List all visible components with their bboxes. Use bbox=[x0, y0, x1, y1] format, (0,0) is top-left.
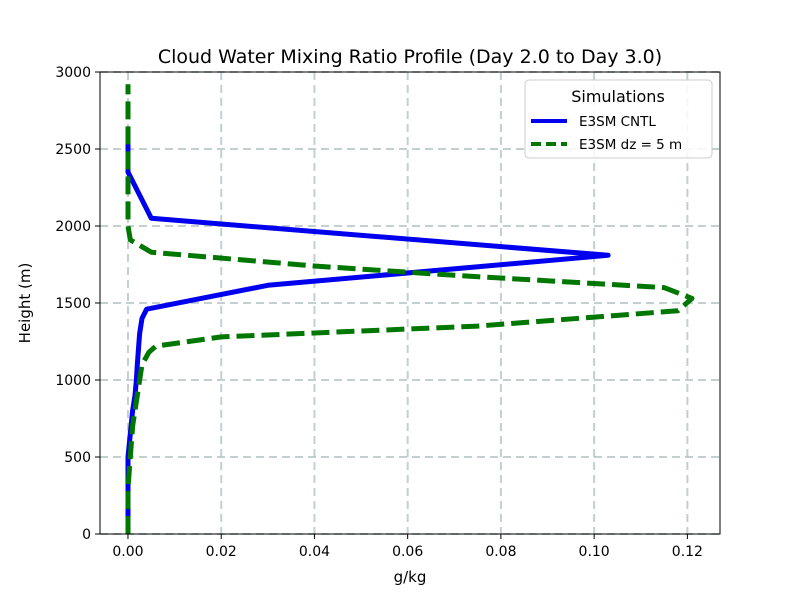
y-tick-label: 0 bbox=[82, 527, 91, 543]
series-line-0 bbox=[125, 133, 611, 534]
x-tick-label: 0.08 bbox=[485, 544, 516, 560]
y-tick-label: 2000 bbox=[55, 219, 91, 235]
legend-label-e3sm-dz5: E3SM dz = 5 m bbox=[579, 137, 682, 153]
series-layer bbox=[125, 84, 695, 534]
chart-title: Cloud Water Mixing Ratio Profile (Day 2.… bbox=[158, 46, 662, 68]
x-tick-label: 0.12 bbox=[672, 544, 703, 560]
x-axis-label: g/kg bbox=[394, 568, 427, 586]
y-tick-label: 3000 bbox=[55, 65, 91, 81]
legend-box bbox=[524, 79, 713, 159]
legend-title: Simulations bbox=[571, 87, 665, 106]
tick-layer: 0.00 0.02 0.04 0.06 0.08 0.10 0.12 0 500 1000 1500… bbox=[55, 65, 703, 560]
y-tick-label: 1000 bbox=[55, 373, 91, 389]
legend: Simulations E3SM CNTL E3SM dz = 5 m bbox=[524, 79, 713, 159]
y-tick-label: 2500 bbox=[55, 142, 91, 158]
x-tick-label: 0.06 bbox=[392, 544, 423, 560]
y-tick-label: 1500 bbox=[55, 296, 91, 312]
y-axis-label: Height (m) bbox=[16, 263, 34, 344]
x-tick-label: 0.02 bbox=[206, 544, 237, 560]
series-line-1 bbox=[125, 84, 695, 534]
legend-label-e3sm-cntl: E3SM CNTL bbox=[579, 114, 656, 130]
y-tick-label: 500 bbox=[64, 450, 91, 466]
x-tick-label: 0.04 bbox=[299, 544, 330, 560]
x-tick-label: 0.10 bbox=[579, 544, 610, 560]
x-tick-label: 0.00 bbox=[112, 544, 143, 560]
